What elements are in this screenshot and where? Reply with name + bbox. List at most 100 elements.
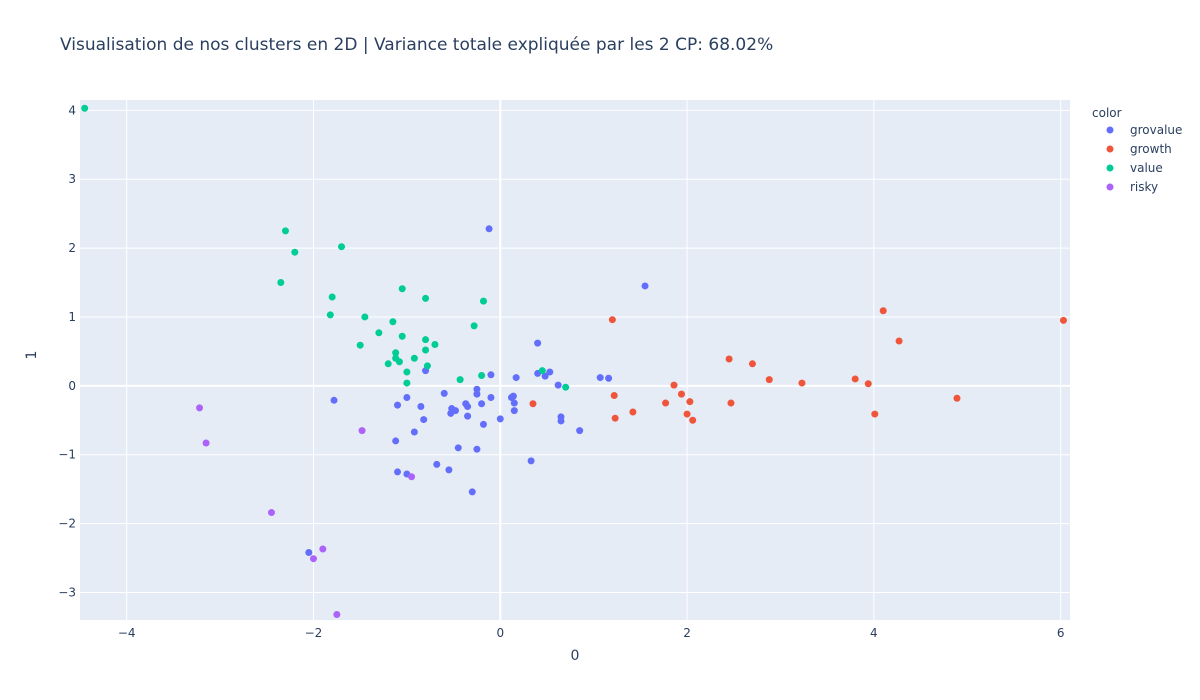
point-grovalue-11[interactable] [605,374,613,382]
point-value-19[interactable] [392,349,400,357]
point-growth-20[interactable] [611,414,619,422]
point-risky-5[interactable] [319,545,327,553]
point-grovalue-38[interactable] [392,437,400,445]
point-growth-2[interactable] [879,307,887,315]
point-grovalue-21[interactable] [394,401,402,409]
point-grovalue-10[interactable] [596,374,604,382]
legend-item-risky[interactable]: risky [1106,180,1159,194]
point-value-26[interactable] [538,367,546,375]
point-growth-21[interactable] [689,416,697,424]
point-growth-17[interactable] [629,408,637,416]
point-growth-22[interactable] [953,394,961,402]
point-grovalue-39[interactable] [454,444,462,452]
point-value-28[interactable] [456,376,464,384]
point-growth-5[interactable] [748,360,756,368]
point-growth-14[interactable] [662,399,670,407]
point-grovalue-37[interactable] [410,428,418,436]
point-grovalue-32[interactable] [420,416,428,424]
point-growth-16[interactable] [529,400,537,408]
point-grovalue-30[interactable] [510,407,518,415]
point-growth-8[interactable] [851,375,859,383]
point-growth-15[interactable] [727,399,735,407]
point-grovalue-43[interactable] [445,466,453,474]
point-value-23[interactable] [384,360,392,368]
point-grovalue-2[interactable] [534,339,542,347]
point-value-14[interactable] [398,332,406,340]
point-growth-4[interactable] [725,355,733,363]
point-value-29[interactable] [403,379,411,387]
point-growth-19[interactable] [871,410,879,418]
point-growth-13[interactable] [686,398,694,406]
point-value-30[interactable] [562,383,570,391]
point-grovalue-40[interactable] [473,445,481,453]
point-grovalue-44[interactable] [394,468,402,476]
point-grovalue-28[interactable] [447,409,455,417]
point-grovalue-31[interactable] [496,415,504,423]
point-growth-12[interactable] [610,391,618,399]
point-growth-7[interactable] [798,379,806,387]
point-growth-6[interactable] [765,376,773,384]
point-value-9[interactable] [326,311,334,319]
point-value-13[interactable] [375,329,383,337]
point-growth-11[interactable] [677,390,685,398]
point-value-4[interactable] [277,279,285,287]
point-growth-0[interactable] [608,316,616,324]
point-grovalue-4[interactable] [487,371,495,379]
point-risky-3[interactable] [408,473,416,481]
legend-item-growth[interactable]: growth [1106,142,1172,156]
point-grovalue-14[interactable] [473,385,481,393]
point-risky-7[interactable] [333,610,341,618]
point-grovalue-46[interactable] [468,488,476,496]
point-growth-9[interactable] [864,380,872,388]
point-growth-1[interactable] [1059,316,1067,324]
point-grovalue-27[interactable] [478,400,486,408]
legend-item-value[interactable]: value [1106,161,1163,175]
point-grovalue-29[interactable] [464,412,472,420]
point-grovalue-1[interactable] [641,282,649,290]
point-risky-2[interactable] [358,427,366,435]
point-value-11[interactable] [389,318,397,326]
point-grovalue-35[interactable] [557,417,565,425]
legend[interactable]: grovalue growth value risky [1106,123,1183,194]
point-grovalue-20[interactable] [403,394,411,402]
point-grovalue-5[interactable] [512,374,520,382]
point-value-25[interactable] [403,368,411,376]
point-value-5[interactable] [328,293,336,301]
point-risky-1[interactable] [202,439,210,447]
point-value-22[interactable] [395,358,403,366]
point-grovalue-18[interactable] [509,392,517,400]
point-value-3[interactable] [338,243,346,251]
point-value-7[interactable] [422,294,430,302]
point-risky-0[interactable] [196,404,204,412]
point-grovalue-16[interactable] [487,394,495,402]
point-growth-10[interactable] [670,381,678,389]
point-value-10[interactable] [361,313,369,321]
point-risky-6[interactable] [309,555,317,563]
point-value-8[interactable] [479,297,487,305]
point-grovalue-12[interactable] [330,396,338,404]
point-grovalue-26[interactable] [464,402,472,410]
point-grovalue-19[interactable] [510,399,518,407]
point-growth-3[interactable] [895,337,903,345]
point-value-16[interactable] [431,341,439,349]
point-value-17[interactable] [356,341,364,349]
point-grovalue-15[interactable] [473,390,481,398]
point-grovalue-41[interactable] [527,457,535,465]
point-growth-18[interactable] [683,410,691,418]
point-grovalue-7[interactable] [541,372,549,380]
point-grovalue-42[interactable] [433,460,441,468]
point-value-1[interactable] [281,227,289,235]
point-grovalue-22[interactable] [417,402,425,410]
point-grovalue-36[interactable] [576,427,584,435]
point-grovalue-47[interactable] [305,549,313,557]
point-value-24[interactable] [423,362,431,370]
point-value-27[interactable] [478,371,486,379]
point-value-0[interactable] [81,104,89,112]
point-value-15[interactable] [422,336,430,344]
point-grovalue-9[interactable] [554,381,562,389]
point-grovalue-33[interactable] [479,420,487,428]
point-value-18[interactable] [422,346,430,354]
point-value-6[interactable] [398,285,406,293]
point-grovalue-13[interactable] [440,389,448,397]
point-risky-4[interactable] [267,509,275,517]
